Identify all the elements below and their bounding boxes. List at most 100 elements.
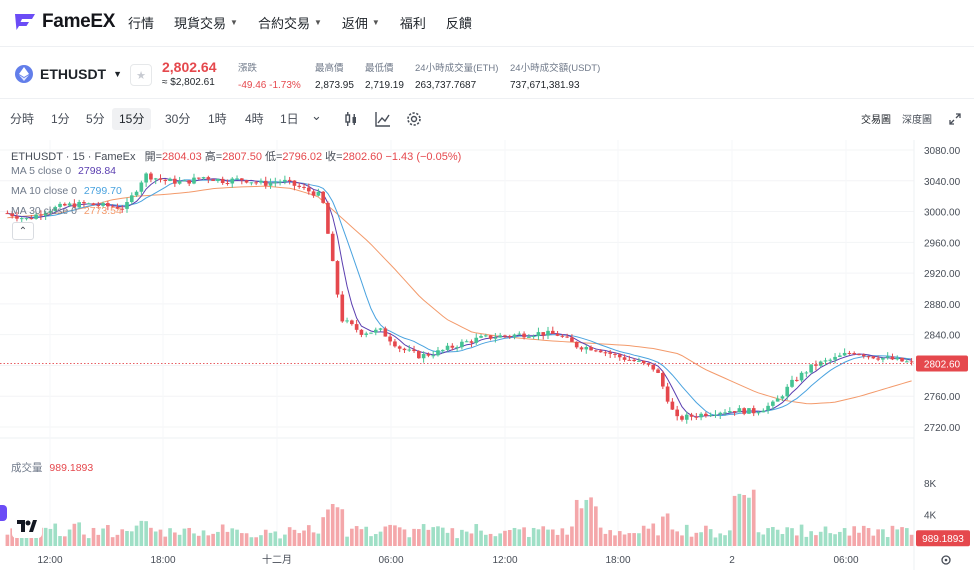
nav-item-4[interactable]: 福利 — [400, 13, 426, 32]
candle-body — [431, 355, 436, 357]
candle-body — [680, 416, 684, 420]
candle-type-icon[interactable] — [342, 110, 360, 128]
settings-icon[interactable] — [405, 110, 423, 128]
legend-symbol: ETHUSDT · 15 · FameEx — [11, 151, 136, 163]
candle-body — [321, 191, 325, 203]
tradingview-logo[interactable] — [12, 514, 42, 538]
volume-bar — [747, 497, 751, 546]
volume-bar — [574, 499, 579, 546]
volume-bar — [364, 526, 369, 546]
volume-value: 989.1893 — [49, 462, 94, 474]
candle-body — [244, 180, 249, 183]
tab-trading-view[interactable]: 交易圖 — [861, 115, 891, 126]
ma-value: 2798.84 — [78, 165, 117, 177]
candle-body — [158, 178, 163, 180]
tab-depth-chart[interactable]: 深度圖 — [902, 115, 932, 126]
volume-bar — [330, 504, 335, 546]
volume-bar — [450, 528, 455, 546]
brand-logo[interactable]: FameEX — [14, 11, 115, 33]
nav-item-label: 返佣 — [341, 15, 368, 31]
x-tick-label: 12:00 — [37, 555, 62, 566]
candle-body — [240, 178, 244, 181]
candle-body — [216, 178, 220, 181]
candle-body — [455, 347, 459, 349]
stat-label: 最低價 — [365, 63, 394, 74]
volume-bar — [39, 527, 43, 546]
volume-bar — [225, 531, 230, 546]
candle-body — [598, 350, 603, 353]
candle-body — [689, 414, 694, 417]
ma5-line — [7, 177, 912, 418]
timeframe-4[interactable]: 30分 — [165, 112, 191, 126]
volume-bar — [163, 536, 168, 546]
timeframe-6[interactable]: 4時 — [245, 112, 264, 126]
volume-label: 成交量 — [11, 462, 43, 474]
volume-bar — [656, 535, 660, 546]
volume-bar — [273, 531, 278, 546]
candle-body — [627, 359, 632, 361]
volume-bar — [440, 527, 445, 546]
timeframe-5[interactable]: 1時 — [208, 112, 227, 126]
volume-bar — [369, 536, 373, 546]
candle-body — [833, 356, 837, 360]
timeframe-2[interactable]: 5分 — [86, 112, 105, 126]
candle-body — [747, 408, 751, 414]
last-price: 2,802.64 — [162, 59, 217, 75]
volume-bar — [134, 525, 139, 546]
timeframe-7[interactable]: 1日 — [280, 112, 299, 126]
symbol-selector[interactable]: ETHUSDT ▼ — [15, 65, 122, 83]
candle-body — [809, 364, 813, 373]
candle-body — [268, 182, 273, 186]
nav-item-0[interactable]: 行情 — [128, 13, 154, 32]
timeframe-0[interactable]: 分時 — [10, 112, 35, 126]
volume-bar — [565, 534, 569, 546]
volume-bar — [144, 521, 148, 546]
volume-bar — [866, 528, 871, 546]
volume-bar — [417, 529, 421, 546]
volume-bar — [354, 526, 359, 546]
ma-legend-2: MA 30 close 0 2773.54 — [11, 205, 122, 217]
volume-bar — [302, 530, 306, 546]
fullscreen-icon[interactable] — [946, 110, 964, 128]
candle-body — [39, 214, 43, 216]
candle-body — [278, 181, 282, 183]
volume-bar — [426, 529, 431, 546]
volume-bar — [177, 534, 182, 546]
candle-body — [661, 372, 665, 387]
volume-bar — [675, 531, 679, 546]
ohlc-key: 開 — [144, 151, 156, 163]
nav-item-1[interactable]: 現貨交易 ▼ — [174, 13, 238, 32]
chevron-down-icon: ▼ — [371, 17, 380, 27]
candle-body — [139, 182, 144, 192]
candle-body — [670, 401, 675, 410]
volume-bar — [115, 534, 120, 546]
candle-body — [771, 401, 775, 406]
nav-item-3[interactable]: 返佣 ▼ — [342, 13, 380, 32]
volume-bar — [646, 528, 651, 546]
volume-bar — [397, 527, 402, 546]
candle-body — [694, 416, 699, 418]
candle-body — [230, 178, 235, 184]
side-panel-handle[interactable] — [0, 505, 7, 521]
price-chart[interactable]: 3080.00 3040.00 3000.00 2960.00 2920.00 2880.… — [0, 140, 974, 570]
collapse-legend-button[interactable]: ⌃ — [12, 222, 34, 240]
legend-change: −1.43 (−0.05%) — [385, 151, 462, 163]
volume-bar — [464, 531, 469, 546]
nav-item-5[interactable]: 反饋 — [446, 13, 472, 32]
indicator-line-chart-icon[interactable] — [374, 110, 392, 128]
favorite-star-icon[interactable]: ★ — [130, 64, 152, 86]
nav-item-label: 現貨交易 — [174, 15, 227, 31]
timeframe-3[interactable]: 15分 — [112, 108, 152, 130]
more-intervals-chevron-icon[interactable]: ⌄ — [311, 108, 322, 123]
fameex-logo-icon — [15, 14, 35, 30]
nav-item-2[interactable]: 合約交易 ▼ — [258, 13, 322, 32]
volume-bar — [345, 536, 349, 546]
stat-value: 2,719.19 — [365, 80, 404, 91]
candle-body — [354, 324, 359, 330]
volume-bar — [617, 531, 622, 546]
timeframe-1[interactable]: 1分 — [51, 112, 70, 126]
candle-body — [905, 361, 909, 363]
candle-body — [469, 341, 474, 343]
gear-icon[interactable] — [941, 555, 951, 565]
nav-item-label: 反饋 — [445, 15, 472, 31]
